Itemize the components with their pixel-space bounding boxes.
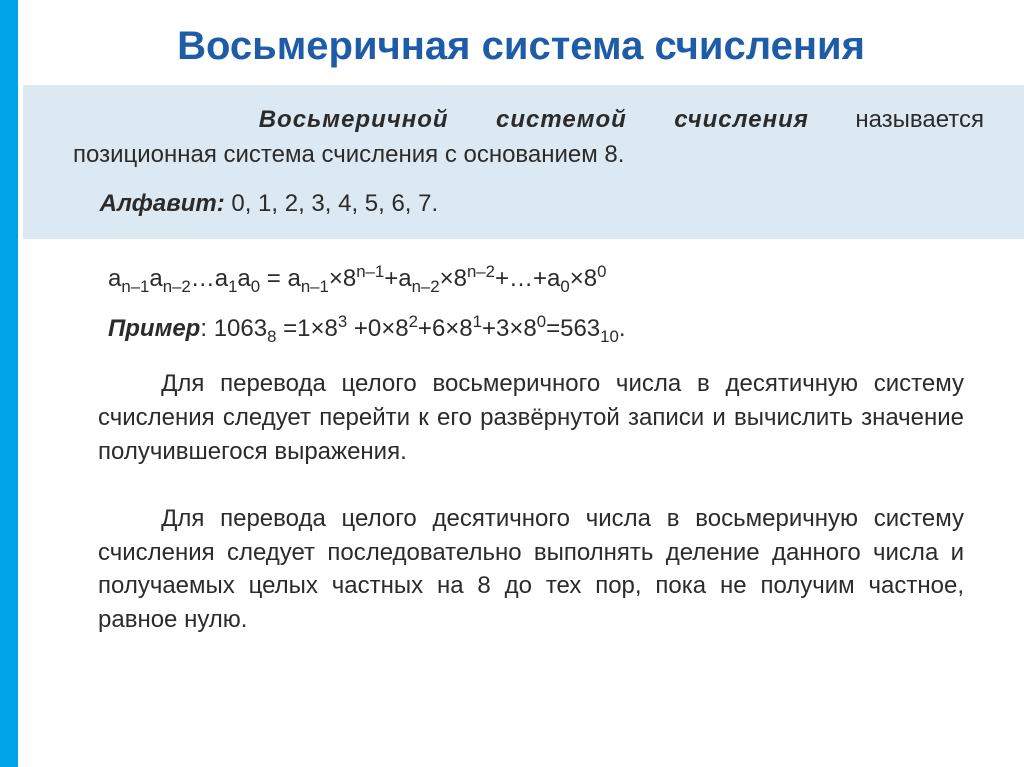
definition-line-1: Восьмеричной системой счисления называет… xyxy=(73,103,984,138)
paragraph-2-text: Для перевода целого десятичного числа в … xyxy=(98,505,964,633)
example-eq2: = xyxy=(546,315,560,342)
f-s5: n–1 xyxy=(301,277,329,296)
ex-t4: +3×8 xyxy=(482,315,537,342)
ex-p2: 2 xyxy=(409,312,418,331)
example-number: 1063 xyxy=(214,315,267,342)
ex-t2: +0×8 xyxy=(347,315,408,342)
f-p1: n–1 xyxy=(356,262,384,281)
f-a5: +a xyxy=(384,265,411,292)
accent-bar xyxy=(0,0,18,767)
alphabet-label: Алфавит: xyxy=(100,190,225,217)
ex-p3: 1 xyxy=(473,312,482,331)
example-label: Пример xyxy=(108,315,200,342)
example-colon: : xyxy=(200,315,213,342)
definition-term: Восьмеричной системой счисления xyxy=(259,106,809,133)
definition-box: Восьмеричной системой счисления называет… xyxy=(23,85,1024,239)
definition-line-2: позиционная система счисления с основани… xyxy=(73,138,984,173)
example-result: 563 xyxy=(560,315,600,342)
f-a3: …a xyxy=(191,265,228,292)
f-eq: = a xyxy=(260,265,301,292)
f-a1: a xyxy=(108,265,121,292)
ex-t3: +6×8 xyxy=(418,315,473,342)
f-a6: +…+a xyxy=(495,265,560,292)
f-s1: n–1 xyxy=(121,277,149,296)
f-x2: ×8 xyxy=(440,265,467,292)
f-p2: n–2 xyxy=(467,262,495,281)
f-x1: ×8 xyxy=(329,265,356,292)
f-x3: ×8 xyxy=(570,265,597,292)
slide-title: Восьмеричная система счисления xyxy=(18,0,1024,85)
ex-t1: 1×8 xyxy=(297,315,338,342)
example-eq1: = xyxy=(276,315,297,342)
alphabet-values: 0, 1, 2, 3, 4, 5, 6, 7. xyxy=(225,190,438,217)
f-a2: a xyxy=(149,265,162,292)
example-result-base: 10 xyxy=(600,327,619,346)
example-line: Пример: 10638 =1×83 +0×82+6×81+3×80=5631… xyxy=(18,305,1024,359)
positional-formula: an–1an–2…a1a0 = an–1×8n–1+an–2×8n–2+…+a0… xyxy=(18,251,1024,305)
slide-content: Восьмеричная система счисления Восьмерич… xyxy=(18,0,1024,645)
f-s2: n–2 xyxy=(163,277,191,296)
paragraph-octal-to-decimal: Для перевода целого восьмеричного числа … xyxy=(18,359,1024,476)
f-p3: 0 xyxy=(597,262,606,281)
example-period: . xyxy=(619,315,626,342)
ex-p1: 3 xyxy=(338,312,347,331)
paragraph-decimal-to-octal: Для перевода целого десятичного числа в … xyxy=(18,494,1024,644)
ex-p4: 0 xyxy=(537,312,546,331)
paragraph-1-text: Для перевода целого восьмеричного числа … xyxy=(98,370,964,464)
f-a4: a xyxy=(237,265,250,292)
f-s7: 0 xyxy=(560,277,569,296)
definition-rest-1: называется xyxy=(809,106,984,133)
f-s6: n–2 xyxy=(412,277,440,296)
spacer xyxy=(18,476,1024,494)
alphabet-line: Алфавит: 0, 1, 2, 3, 4, 5, 6, 7. xyxy=(73,187,984,222)
f-s4: 0 xyxy=(251,277,260,296)
